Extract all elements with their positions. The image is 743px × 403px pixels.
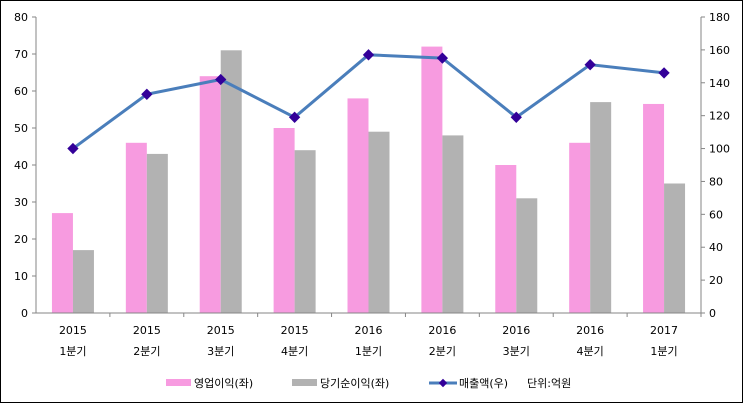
x-tick-label-year: 2017	[650, 324, 678, 337]
left-tick-label: 20	[14, 233, 28, 246]
bar-net-income	[442, 135, 464, 313]
left-tick-label: 80	[14, 11, 28, 24]
left-tick-label: 70	[14, 48, 28, 61]
x-tick-label-quarter: 2분기	[429, 345, 456, 358]
x-tick-label-year: 2015	[281, 324, 309, 337]
unit-note: 단위:억원	[527, 377, 571, 390]
x-tick-label-quarter: 1분기	[355, 345, 382, 358]
bar-net-income	[368, 131, 390, 313]
x-tick-label-quarter: 3분기	[503, 345, 530, 358]
x-tick-label-quarter: 4분기	[577, 345, 604, 358]
left-tick-label: 50	[14, 122, 28, 135]
x-tick-label-quarter: 4분기	[281, 345, 308, 358]
revenue-marker	[658, 67, 670, 79]
x-tick-label-quarter: 3분기	[207, 345, 234, 358]
x-tick-label-year: 2015	[133, 324, 161, 337]
right-tick-label: 180	[709, 11, 730, 24]
right-tick-label: 0	[709, 307, 716, 320]
left-tick-label: 30	[14, 196, 28, 209]
left-tick-label: 0	[21, 307, 28, 320]
revenue-marker	[436, 52, 449, 64]
left-tick-label: 10	[14, 270, 28, 283]
right-tick-label: 140	[709, 77, 730, 90]
x-tick-label-quarter: 1분기	[59, 345, 86, 358]
right-tick-label: 160	[709, 44, 730, 57]
right-tick-label: 100	[709, 143, 730, 156]
legend-label-net-income: 당기순이익(좌)	[320, 377, 389, 390]
x-tick-label-year: 2015	[207, 324, 235, 337]
x-tick-label-year: 2016	[355, 324, 383, 337]
right-tick-label: 120	[709, 110, 730, 123]
x-tick-label-quarter: 1분기	[650, 345, 677, 358]
legend-label-operating-profit: 영업이익(좌)	[194, 377, 253, 390]
bar-net-income	[516, 198, 538, 313]
bar-net-income	[146, 153, 168, 313]
x-tick-label-quarter: 2분기	[133, 345, 160, 358]
bar-net-income	[72, 250, 94, 313]
left-tick-label: 60	[14, 85, 28, 98]
legend-swatch-net-income	[292, 379, 317, 386]
x-tick-label-year: 2015	[59, 324, 87, 337]
bar-operating-profit	[347, 98, 369, 314]
right-tick-label: 20	[709, 274, 723, 287]
bar-operating-profit	[643, 103, 665, 313]
bar-net-income	[220, 50, 242, 314]
x-tick-label-year: 2016	[576, 324, 604, 337]
right-tick-label: 80	[709, 175, 723, 188]
bar-net-income	[590, 102, 612, 313]
bar-operating-profit	[199, 76, 221, 313]
x-tick-label-year: 2016	[428, 324, 456, 337]
legend-swatch-operating-profit	[166, 379, 191, 386]
legend-label-revenue: 매출액(우)	[459, 377, 508, 390]
bar-operating-profit	[125, 142, 147, 313]
bar-operating-profit	[495, 165, 517, 313]
bar-operating-profit	[421, 46, 443, 313]
bar-net-income	[294, 150, 316, 313]
bar-operating-profit	[51, 213, 73, 313]
left-tick-label: 40	[14, 159, 28, 172]
x-tick-label-year: 2016	[502, 324, 530, 337]
legend-marker-revenue	[438, 378, 448, 388]
right-tick-label: 60	[709, 208, 723, 221]
right-tick-label: 40	[709, 241, 723, 254]
bar-net-income	[664, 183, 686, 313]
bar-operating-profit	[273, 128, 295, 313]
bar-operating-profit	[569, 142, 591, 313]
revenue-marker	[362, 49, 375, 61]
